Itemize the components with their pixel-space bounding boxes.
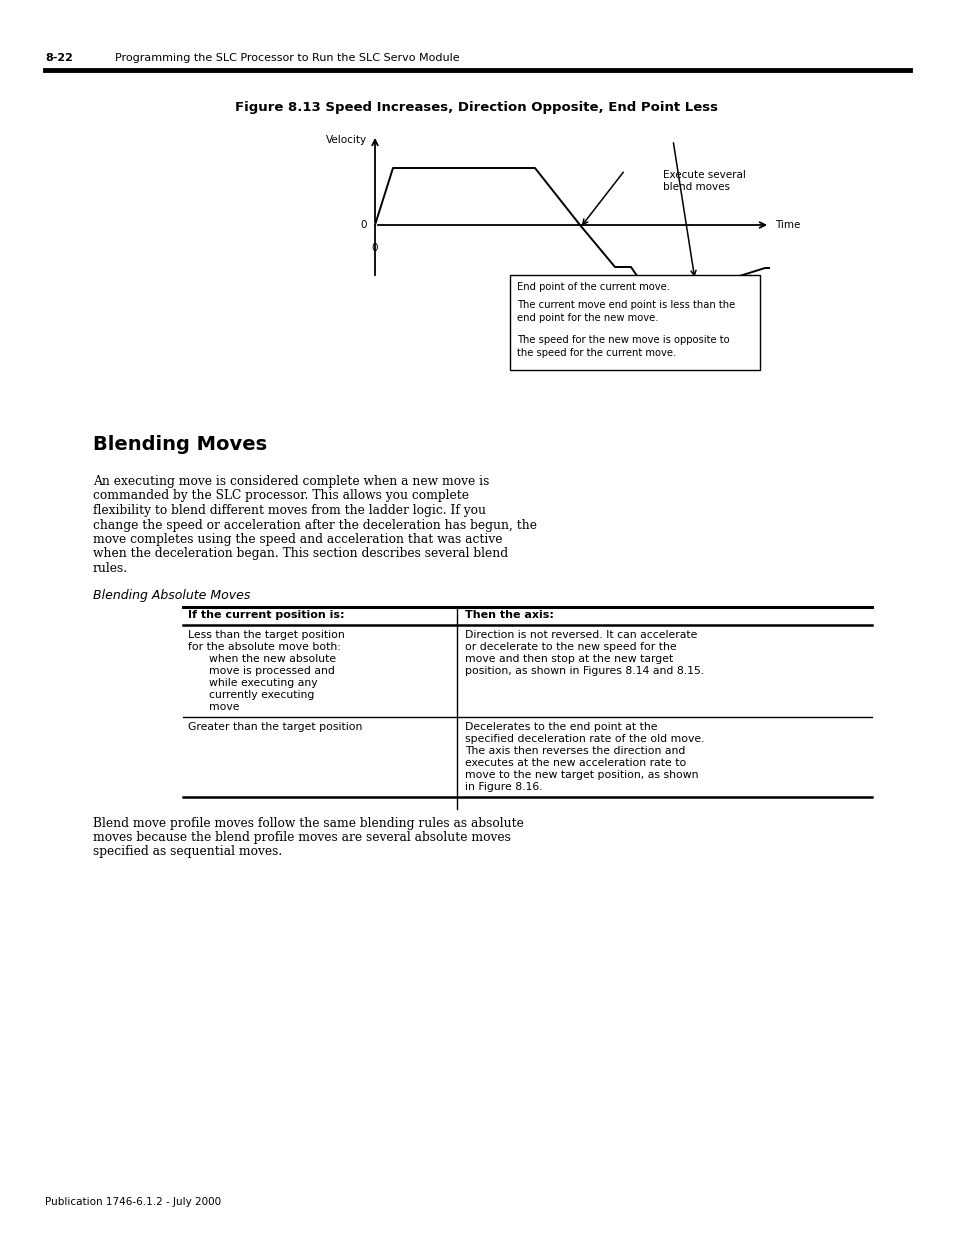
Text: Blend move profile moves follow the same blending rules as absolute: Blend move profile moves follow the same…	[92, 816, 523, 830]
Text: when the deceleration began. This section describes several blend: when the deceleration began. This sectio…	[92, 547, 508, 561]
Text: rules.: rules.	[92, 562, 128, 576]
Text: The current move end point is less than the
end point for the new move.: The current move end point is less than …	[517, 300, 735, 324]
Text: in Figure 8.16.: in Figure 8.16.	[464, 782, 542, 792]
Text: change the speed or acceleration after the deceleration has begun, the: change the speed or acceleration after t…	[92, 519, 537, 531]
Text: Time: Time	[774, 220, 800, 230]
Text: Figure 8.13 Speed Increases, Direction Opposite, End Point Less: Figure 8.13 Speed Increases, Direction O…	[235, 100, 718, 114]
Text: Less than the target position: Less than the target position	[188, 630, 344, 640]
Text: If the current position is:: If the current position is:	[188, 610, 344, 620]
Text: An executing move is considered complete when a new move is: An executing move is considered complete…	[92, 475, 489, 488]
Bar	[510, 275, 760, 370]
Text: move completes using the speed and acceleration that was active: move completes using the speed and accel…	[92, 534, 502, 546]
Text: Greater than the target position: Greater than the target position	[188, 721, 362, 731]
Text: move is processed and: move is processed and	[188, 666, 335, 676]
Text: or decelerate to the new speed for the: or decelerate to the new speed for the	[464, 641, 676, 652]
Text: The speed for the new move is opposite to
the speed for the current move.: The speed for the new move is opposite t…	[517, 335, 729, 358]
Text: specified as sequential moves.: specified as sequential moves.	[92, 846, 282, 858]
Text: Decelerates to the end point at the: Decelerates to the end point at the	[464, 721, 657, 731]
Text: currently executing: currently executing	[188, 689, 314, 699]
Text: flexibility to blend different moves from the ladder logic. If you: flexibility to blend different moves fro…	[92, 504, 485, 517]
Text: moves because the blend profile moves are several absolute moves: moves because the blend profile moves ar…	[92, 831, 511, 844]
Text: Direction is not reversed. It can accelerate: Direction is not reversed. It can accele…	[464, 630, 697, 640]
Text: move: move	[188, 701, 239, 711]
Text: commanded by the SLC processor. This allows you complete: commanded by the SLC processor. This all…	[92, 489, 469, 503]
Text: Execute several
blend moves: Execute several blend moves	[662, 170, 745, 191]
Text: when the new absolute: when the new absolute	[188, 653, 335, 663]
Text: for the absolute move both:: for the absolute move both:	[188, 641, 340, 652]
Text: 8-22: 8-22	[45, 53, 72, 63]
Text: 0: 0	[360, 220, 367, 230]
Text: executes at the new acceleration rate to: executes at the new acceleration rate to	[464, 757, 685, 767]
Text: Programming the SLC Processor to Run the SLC Servo Module: Programming the SLC Processor to Run the…	[115, 53, 459, 63]
Text: Then the axis:: Then the axis:	[464, 610, 554, 620]
Text: specified deceleration rate of the old move.: specified deceleration rate of the old m…	[464, 734, 703, 743]
Text: The axis then reverses the direction and: The axis then reverses the direction and	[464, 746, 684, 756]
Text: 0: 0	[372, 243, 377, 253]
Text: Publication 1746-6.1.2 - July 2000: Publication 1746-6.1.2 - July 2000	[45, 1197, 221, 1207]
Text: move to the new target position, as shown: move to the new target position, as show…	[464, 769, 698, 779]
Text: while executing any: while executing any	[188, 678, 317, 688]
Text: Blending Absolute Moves: Blending Absolute Moves	[92, 589, 250, 601]
Text: move and then stop at the new target: move and then stop at the new target	[464, 653, 673, 663]
Text: Velocity: Velocity	[326, 135, 367, 144]
Text: Blending Moves: Blending Moves	[92, 435, 267, 454]
Text: End point of the current move.: End point of the current move.	[517, 282, 669, 291]
Text: position, as shown in Figures 8.14 and 8.15.: position, as shown in Figures 8.14 and 8…	[464, 666, 703, 676]
